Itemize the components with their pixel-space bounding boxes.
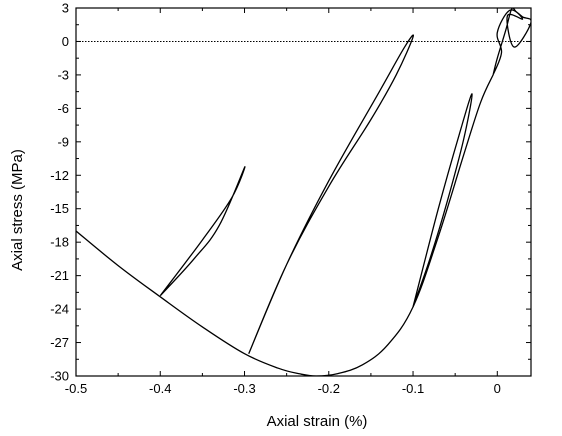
axes: -0.5 -0.4 -0.3 -0.2 -0.1 0 3 0 -3 -6 -9 -12 -15 -18 -2… (50, 1, 532, 396)
y-tick-label: -12 (50, 168, 69, 183)
y-tick-label: -21 (50, 268, 69, 283)
y-tick-label: -3 (57, 67, 69, 82)
y-tick-label: -18 (50, 235, 69, 250)
y-tick-label: -9 (57, 134, 69, 149)
series-line-2 (412, 93, 473, 308)
x-tick-label: -0.1 (402, 381, 424, 396)
series-line-5 (492, 8, 531, 76)
y-tick-label: -27 (50, 335, 69, 350)
x-tick-label: -0.2 (318, 381, 340, 396)
y-tick-label: 0 (62, 34, 69, 49)
series-line-4 (159, 166, 246, 297)
x-tick-label: 0 (494, 381, 501, 396)
y-tick-label: -24 (50, 302, 69, 317)
y-tick-label: -30 (50, 369, 69, 384)
x-tick-label: -0.5 (65, 381, 87, 396)
series-line-1 (76, 74, 494, 376)
plot-frame (75, 7, 532, 377)
x-tick-label: -0.4 (149, 381, 171, 396)
y-tick-label: 3 (62, 1, 69, 16)
y-axis-title: Axial stress (MPa) (9, 149, 26, 271)
plot-area (76, 8, 531, 376)
y-tick-label: -15 (50, 201, 69, 216)
x-tick-label: -0.3 (233, 381, 255, 396)
y-tick-label: -6 (57, 101, 69, 116)
series-line-3 (248, 34, 414, 354)
x-axis-title: Axial strain (%) (267, 413, 368, 430)
